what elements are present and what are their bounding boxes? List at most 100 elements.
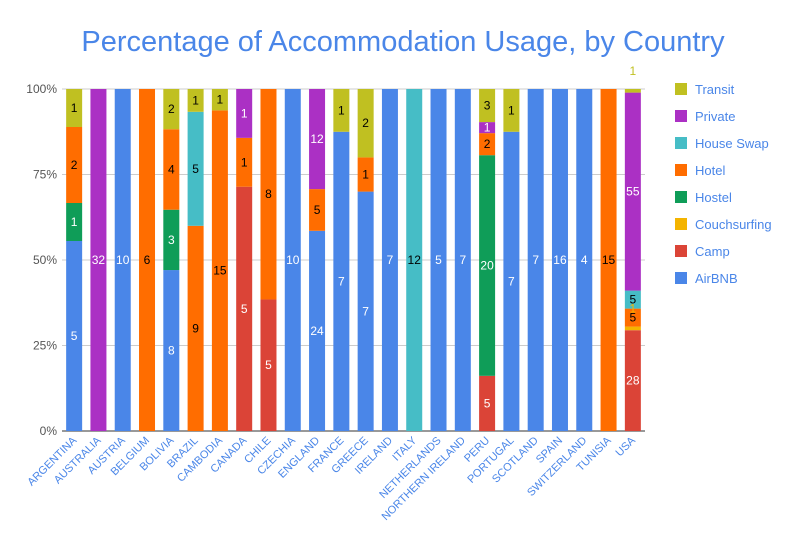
bar-portugal-transit: [503, 89, 520, 132]
legend-swatch-private: [675, 110, 687, 122]
legend-swatch-house-swap: [675, 137, 687, 149]
bar-usa-house-swap: [624, 290, 641, 309]
y-tick-label: 0%: [40, 424, 58, 438]
data-label: 12: [408, 253, 422, 267]
data-label: 5: [265, 358, 272, 372]
data-label: 10: [286, 253, 300, 267]
data-label: 15: [213, 264, 227, 278]
bar-peru-private: [479, 122, 496, 134]
bar-england-private: [309, 89, 326, 190]
data-label: 20: [480, 259, 494, 273]
bar-greece-transit: [357, 89, 374, 158]
bar-czechia-airbnb: [284, 89, 301, 431]
legend-label-airbnb: AirBNB: [695, 271, 738, 286]
data-label: 1: [241, 155, 248, 169]
data-label: 5: [484, 396, 491, 410]
bar-switzerland-airbnb: [576, 89, 593, 431]
legend-swatch-hostel: [675, 191, 687, 203]
legend-label-hotel: Hotel: [695, 163, 725, 178]
legend: Transit Private House Swap Hotel Hostel Couch…: [675, 82, 772, 286]
data-label: 3: [484, 99, 491, 113]
data-label: 7: [459, 253, 466, 267]
bar-peru-transit: [479, 89, 496, 123]
data-label: 5: [435, 253, 442, 267]
legend-swatch-couchsurfing: [675, 218, 687, 230]
bar-argentina-airbnb: [66, 241, 83, 431]
legend-label-camp: Camp: [695, 244, 730, 259]
data-label: 1: [630, 64, 637, 78]
y-tick-label: 100%: [26, 82, 57, 96]
bar-bolivia-transit: [163, 89, 180, 130]
bar-canada-private: [236, 89, 253, 138]
bar-england-hotel: [309, 189, 326, 231]
bar-spain-airbnb: [551, 89, 568, 431]
grid-lines: [62, 88, 645, 432]
bar-peru-hotel: [479, 133, 496, 156]
data-label: 7: [508, 274, 515, 288]
bar-netherlands-airbnb: [430, 89, 447, 431]
data-label: 1: [71, 215, 78, 229]
data-label: 2: [168, 102, 175, 116]
data-label: 32: [92, 253, 106, 267]
bar-belgium-hotel: [139, 89, 156, 431]
data-label: 5: [630, 311, 637, 325]
y-axis-ticks: 0% 25% 50% 75% 100%: [26, 82, 57, 438]
data-label: 1: [338, 103, 345, 117]
x-axis-ticks: ARGENTINAAUSTRALIAAUSTRIABELGIUMBOLIVIAB…: [25, 434, 638, 523]
legend-label-house-swap: House Swap: [695, 136, 769, 151]
bar-bolivia-hostel: [163, 209, 180, 271]
bar-cambodia-transit: [211, 89, 228, 111]
legend-swatch-hotel: [675, 164, 687, 176]
bar-canada-camp: [236, 186, 253, 431]
bar-brazil-house-swap: [187, 111, 204, 226]
data-label: 1: [241, 106, 248, 120]
data-label: 5: [314, 203, 321, 217]
bar-scotland-airbnb: [527, 89, 544, 431]
data-label: 5: [192, 162, 199, 176]
bar-portugal-airbnb: [503, 131, 520, 431]
data-label: 16: [553, 253, 567, 267]
data-label: 24: [310, 324, 324, 338]
bar-australia-private: [90, 89, 107, 431]
bars: [66, 89, 641, 431]
y-tick-label: 50%: [33, 253, 57, 267]
data-label: 2: [362, 116, 369, 130]
data-label: 9: [192, 321, 199, 335]
bar-brazil-transit: [187, 89, 204, 112]
data-label: 28: [626, 374, 640, 388]
bar-canada-hotel: [236, 137, 253, 187]
data-label: 7: [338, 274, 345, 288]
y-tick-label: 25%: [33, 339, 57, 353]
data-label: 1: [217, 93, 224, 107]
x-tick-label: USA: [613, 434, 638, 459]
data-label: 1: [484, 121, 491, 135]
bar-italy-house-swap: [406, 89, 423, 431]
bar-usa-private: [624, 92, 641, 291]
chart-title: Percentage of Accommodation Usage, by Co…: [81, 26, 725, 58]
bar-austria-airbnb: [114, 89, 131, 431]
bar-usa-transit: [624, 89, 641, 93]
legend-label-couchsurfing: Couchsurfing: [695, 217, 772, 232]
data-label: 5: [71, 329, 78, 343]
bar-peru-camp: [479, 375, 496, 431]
data-label: 12: [310, 132, 324, 146]
bar-usa-camp: [624, 330, 641, 431]
data-label: 2: [484, 137, 491, 151]
legend-swatch-camp: [675, 245, 687, 257]
bar-england-airbnb: [309, 230, 326, 431]
legend-label-private: Private: [695, 109, 735, 124]
data-label: 8: [265, 187, 272, 201]
bar-usa-hotel: [624, 308, 641, 327]
data-label: 15: [602, 253, 616, 267]
bar-argentina-transit: [66, 89, 83, 127]
legend-swatch-transit: [675, 83, 687, 95]
bar-argentina-hotel: [66, 127, 83, 203]
data-label: 1: [508, 103, 515, 117]
bar-usa-couchsurfing: [624, 326, 641, 331]
data-label: 4: [581, 253, 588, 267]
bar-chile-camp: [260, 299, 277, 431]
bar-greece-airbnb: [357, 191, 374, 431]
data-label: 5: [630, 293, 637, 307]
bar-greece-hotel: [357, 157, 374, 192]
data-label: 5: [241, 302, 248, 316]
